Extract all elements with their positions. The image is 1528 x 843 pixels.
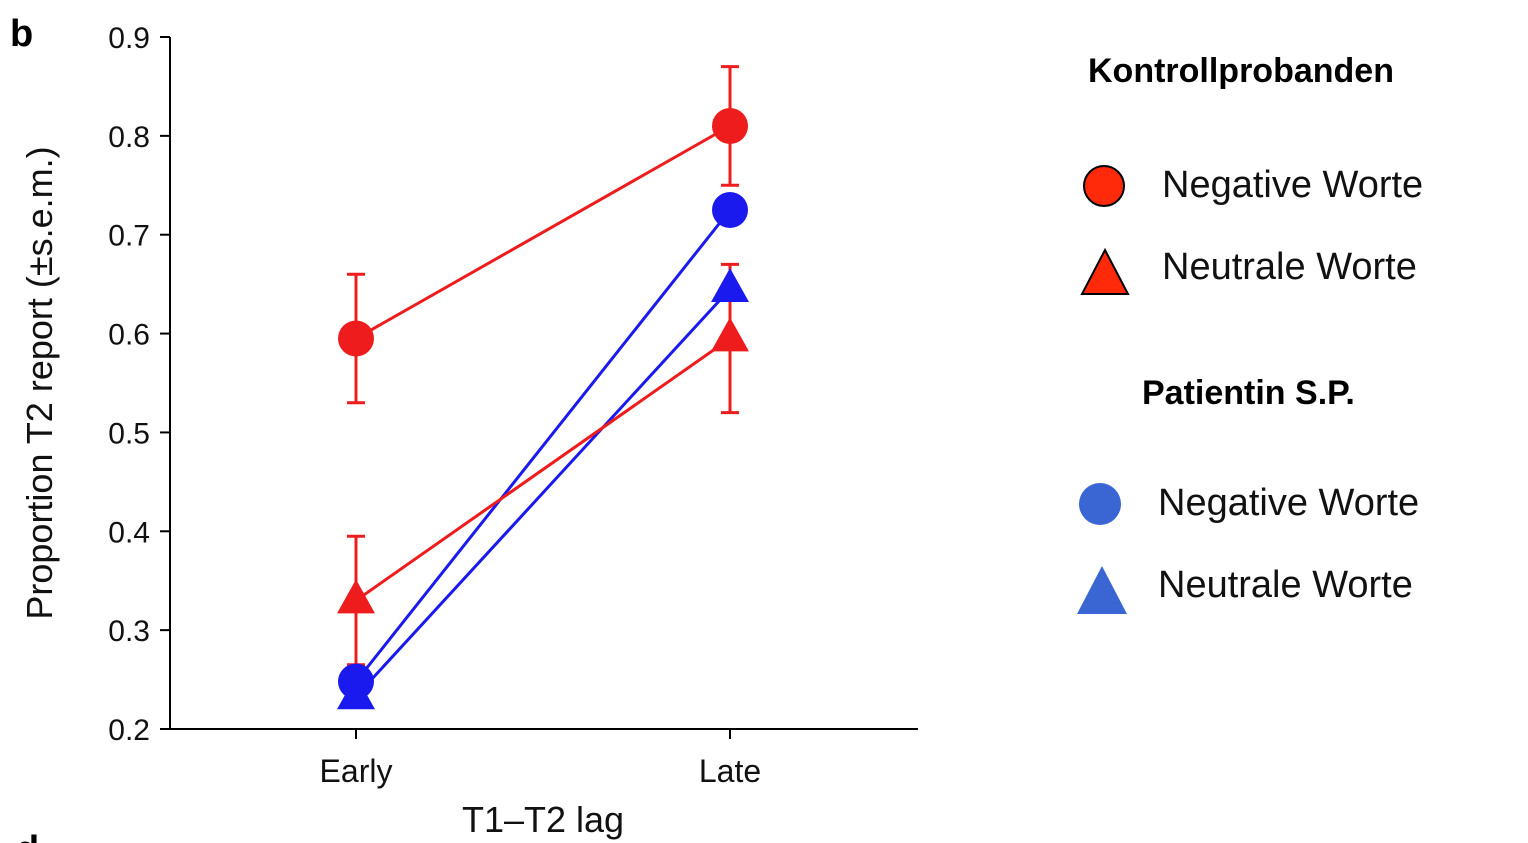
legend-item-control-neutral: Neutrale Worte (1162, 246, 1417, 288)
y-tick-label: 0.8 (108, 121, 150, 154)
legend-circle-icon-blue (1079, 483, 1121, 525)
y-tick-label: 0.9 (108, 22, 150, 55)
series-line (354, 288, 732, 698)
legend-item-patient-neutral: Neutrale Worte (1158, 564, 1413, 606)
data-point-circle (712, 192, 748, 228)
series-line (355, 337, 731, 602)
legend-circle-icon-red (1083, 165, 1125, 207)
series-layer (337, 65, 749, 710)
y-tick-label: 0.3 (108, 615, 150, 648)
legend-title-patientin: Patientin S.P. (1142, 374, 1355, 412)
data-point-circle (712, 107, 748, 144)
y-axis-title: Proportion T2 report (±s.e.m.) (19, 146, 60, 619)
legend-item-control-negative: Negative Worte (1162, 164, 1424, 206)
series-line (354, 209, 732, 683)
series-line (355, 124, 731, 340)
legend-triangle-icon-blue (1077, 566, 1127, 614)
x-tick-label: Early (320, 753, 393, 789)
y-tick-label: 0.2 (108, 714, 150, 747)
data-point-circle (338, 320, 374, 357)
y-tick-label: 0.7 (108, 220, 150, 253)
legend-item-patient-negative: Negative Worte (1158, 482, 1420, 524)
panel-label-next: d (16, 829, 39, 843)
panel-label: b (10, 13, 33, 55)
y-tick-label: 0.5 (108, 417, 150, 450)
legend-triangle-icon-red (1080, 247, 1130, 295)
x-axis-title: T1–T2 lag (462, 799, 624, 840)
data-point-triangle (711, 268, 749, 303)
data-point-triangle (711, 317, 749, 352)
y-tick-label: 0.6 (108, 319, 150, 352)
data-point-circle (338, 663, 374, 700)
data-point-triangle (337, 579, 375, 614)
legend-title-kontrollprobanden: Kontrollprobanden (1088, 52, 1394, 90)
x-tick-label: Late (699, 753, 761, 789)
y-tick-label: 0.4 (108, 516, 150, 549)
axes: 0.2 0.3 0.4 0.5 0.6 0.7 0.8 0.9 Early Late T1–T2 l… (19, 22, 918, 840)
